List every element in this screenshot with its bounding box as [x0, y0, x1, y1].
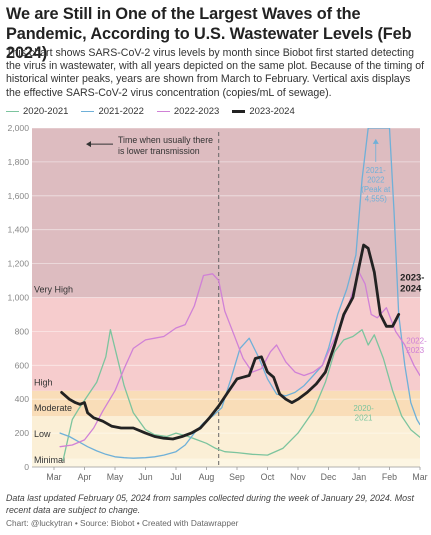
series-line-2020-2021: [62, 329, 420, 461]
legend-label: 2022-2023: [173, 105, 220, 117]
peak-arrow-head: [372, 138, 379, 144]
y-tick-label: 600: [15, 360, 30, 370]
y-tick-label: 400: [15, 394, 30, 404]
label-2021-2022-peak: 4,555): [365, 194, 388, 203]
x-tick-label: Nov: [290, 472, 306, 482]
legend-swatch: [156, 110, 170, 112]
legend-item: 2020-2021: [6, 106, 68, 117]
chart-credit: Chart: @luckytran • Source: Biobot • Cre…: [6, 518, 239, 528]
level-band-minimal: [32, 458, 420, 467]
series-line-2021-2022: [59, 128, 420, 459]
x-tick-label: Jun: [138, 472, 152, 482]
level-band-high: [32, 297, 420, 391]
legend-item: 2023-2024: [232, 105, 295, 117]
x-tick-label: May: [107, 472, 124, 482]
level-band-very-high: [32, 128, 420, 298]
label-2021-2022-peak: 2021-: [366, 166, 386, 175]
x-tick-label: Apr: [78, 472, 92, 482]
x-tick-label: Oct: [261, 472, 275, 482]
annotation-text-line1: Time when usually there: [118, 135, 213, 145]
label-2020-2021: 2021: [355, 414, 373, 423]
y-tick-label: 800: [15, 326, 30, 336]
chart-footnote: Data last updated February 05, 2024 from…: [6, 493, 414, 515]
x-tick-label: Aug: [199, 472, 215, 482]
band-label-moderate: Moderate: [34, 403, 72, 413]
chart-title: We are Still in One of the Largest Waves…: [6, 5, 412, 62]
legend-swatch: [81, 110, 95, 112]
legend-label: 2023-2024: [249, 105, 295, 117]
legend-item: 2022-2023: [156, 105, 220, 117]
x-tick-label: Dec: [321, 472, 337, 482]
annotation-arrow-head: [86, 141, 91, 148]
x-tick-label: Mar: [412, 472, 427, 482]
legend-swatch: [232, 109, 246, 113]
y-tick-label: 0: [24, 462, 29, 472]
label-2023-2024: 2024: [400, 284, 422, 295]
y-tick-label: 200: [15, 428, 30, 438]
label-2021-2022-peak: 2022: [367, 175, 384, 184]
x-tick-label: Jan: [352, 472, 366, 482]
y-tick-label: 1,600: [7, 191, 29, 201]
chart-description: This chart shows SARS-CoV-2 virus levels…: [6, 47, 425, 99]
y-tick-label: 1,400: [7, 225, 29, 235]
label-2023-2024: 2023-: [400, 273, 424, 284]
legend-item: 2021-2022: [81, 105, 144, 117]
band-label-minimal: Minimal: [34, 455, 65, 465]
y-tick-label: 1,800: [7, 157, 29, 167]
y-tick-label: 2,000: [7, 123, 29, 133]
x-tick-label: Feb: [382, 472, 397, 482]
label-2021-2022-peak: (Peak at: [361, 185, 391, 194]
series-line-2023-2024: [60, 243, 401, 441]
y-tick-label: 1,200: [7, 259, 29, 269]
label-2020-2021: 2020-: [353, 404, 374, 413]
band-label-very-high: Very High: [34, 284, 73, 294]
band-label-high: High: [34, 378, 53, 388]
x-tick-label: Jul: [170, 472, 181, 482]
annotation-text-line2: is lower transmission: [118, 146, 200, 156]
legend-label: 2020-2021: [23, 105, 69, 117]
legend-swatch: [6, 110, 19, 112]
x-tick-label: Sep: [229, 472, 245, 482]
band-label-low: Low: [34, 429, 51, 439]
chart-legend: 2020-2021 2021-2022 2022-2023 2023-2024: [6, 104, 308, 118]
label-2022-2023: 2023: [406, 346, 424, 355]
x-tick-label: Mar: [46, 472, 61, 482]
line-chart: 0 200 400 600 800 1,000 1,200 1,400 1,600 1,800 2,…: [7, 123, 427, 482]
series-line-2022-2023: [59, 271, 420, 448]
label-2022-2023: 2022-: [406, 336, 427, 345]
y-tick-label: 1,000: [7, 293, 29, 303]
legend-label: 2021-2022: [98, 105, 144, 117]
